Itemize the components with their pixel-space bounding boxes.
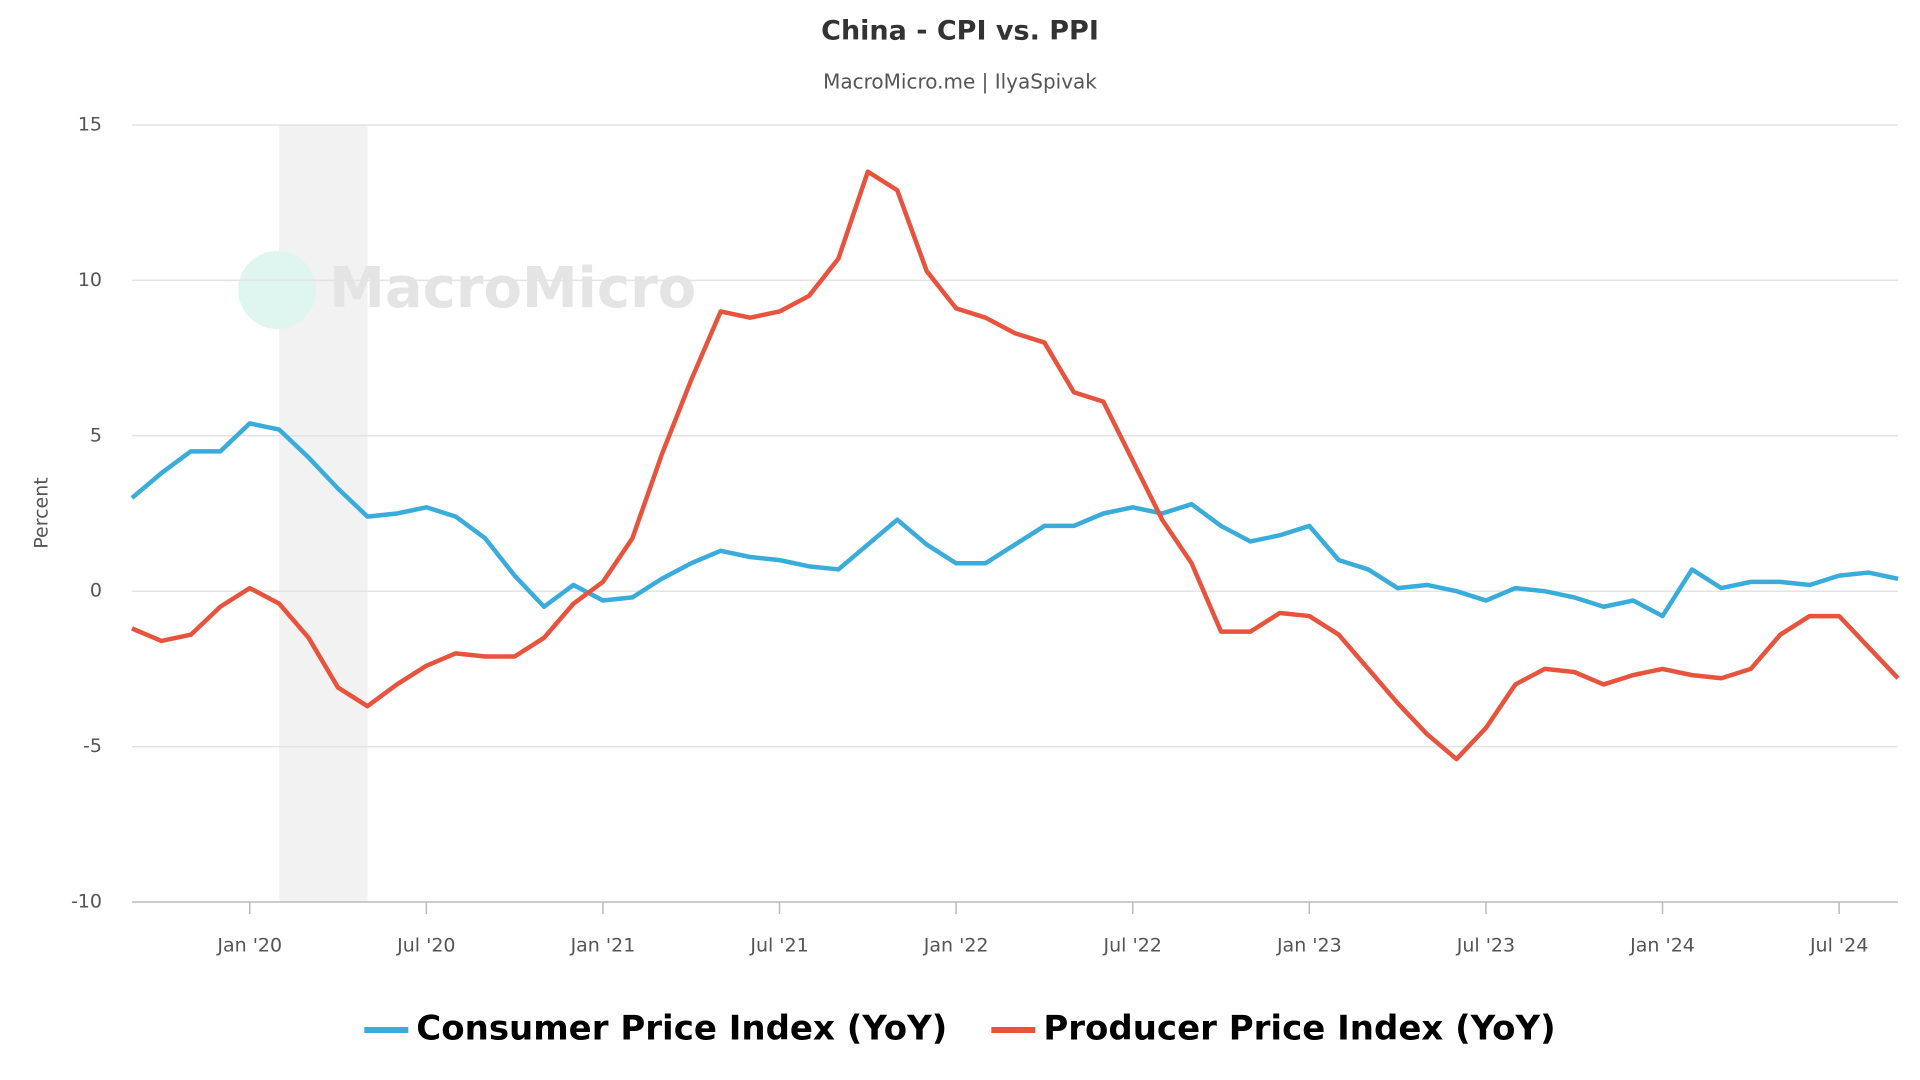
y-axis-label: Percent <box>31 477 53 549</box>
chart-title: China - CPI vs. PPI <box>821 16 1099 47</box>
x-tick-label: Jul '22 <box>1103 935 1162 957</box>
chart-subtitle: MacroMicro.me | IlyaSpivak <box>823 70 1097 94</box>
watermark-logo <box>238 251 317 329</box>
legend: Consumer Price Index (YoY) Producer Price… <box>364 1009 1556 1049</box>
legend-label: Producer Price Index (YoY) <box>1043 1009 1555 1049</box>
y-tick-label: 0 <box>90 580 102 602</box>
shaded-period <box>279 125 368 902</box>
x-tick-label: Jan '24 <box>1629 935 1695 957</box>
y-tick-label: 15 <box>78 114 102 136</box>
series-line <box>131 169 1900 762</box>
series-line <box>130 421 1899 619</box>
y-tick-label: 5 <box>90 424 102 446</box>
x-tick-label: Jul '21 <box>749 935 808 957</box>
x-tick-label: Jul '20 <box>396 935 455 957</box>
x-tick-label: Jan '21 <box>570 935 636 957</box>
y-tick-label: 10 <box>78 269 102 291</box>
x-tick-label: Jul '24 <box>1809 935 1868 957</box>
x-tick-label: Jan '23 <box>1276 935 1342 957</box>
y-tick-label: -10 <box>71 891 102 913</box>
x-tick-label: Jul '23 <box>1456 935 1515 957</box>
x-tick-label: Jan '22 <box>923 935 989 957</box>
watermark: MacroMicro <box>329 256 696 321</box>
y-tick-label: -5 <box>83 735 102 757</box>
legend-label: Consumer Price Index (YoY) <box>416 1009 947 1049</box>
x-tick-label: Jan '20 <box>216 935 282 957</box>
